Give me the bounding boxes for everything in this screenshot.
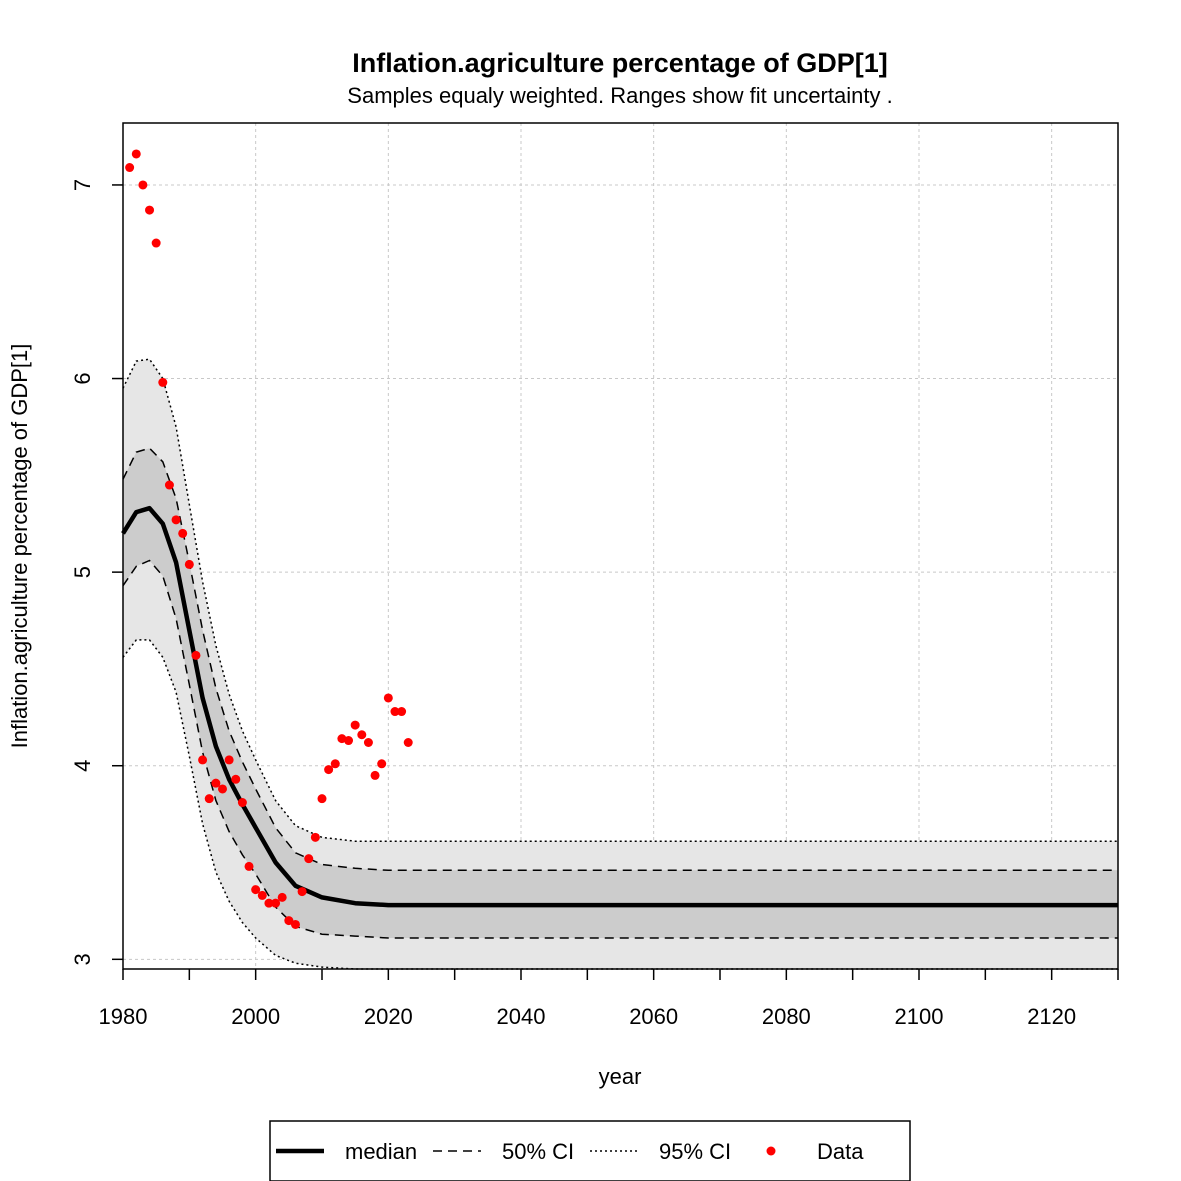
legend-ci50-label: 50% CI bbox=[502, 1139, 574, 1164]
data-point bbox=[158, 377, 168, 387]
data-point bbox=[290, 919, 300, 929]
y-tick-label: 5 bbox=[70, 566, 95, 578]
legend-data-swatch bbox=[766, 1146, 776, 1156]
data-points bbox=[125, 149, 413, 929]
legend-data-label: Data bbox=[817, 1139, 864, 1164]
x-tick-label: 2060 bbox=[629, 1004, 678, 1029]
y-axis: 3 4 5 6 7 bbox=[70, 179, 123, 965]
ci95-upper-line bbox=[122, 358, 1118, 842]
data-point bbox=[244, 861, 254, 871]
data-point bbox=[171, 515, 181, 525]
data-point bbox=[397, 707, 407, 717]
data-point bbox=[271, 898, 281, 908]
median-line bbox=[121, 505, 1118, 908]
chart-title: Inflation.agriculture percentage of GDP[… bbox=[352, 48, 888, 78]
data-point bbox=[324, 765, 334, 775]
data-point bbox=[317, 794, 327, 804]
legend-median-label: median bbox=[345, 1139, 417, 1164]
data-point bbox=[310, 832, 320, 842]
data-point bbox=[264, 898, 274, 908]
data-point bbox=[297, 887, 307, 897]
y-tick-label: 3 bbox=[70, 953, 95, 965]
x-axis-label: year bbox=[599, 1064, 642, 1089]
data-point bbox=[191, 650, 201, 660]
data-point bbox=[377, 759, 387, 769]
data-point bbox=[231, 774, 241, 784]
legend: median 50% CI 95% CI Data bbox=[269, 1120, 911, 1181]
x-tick-label: 2020 bbox=[364, 1004, 413, 1029]
data-point bbox=[383, 693, 393, 703]
data-point bbox=[184, 559, 194, 569]
y-tick-label: 4 bbox=[70, 760, 95, 772]
data-point bbox=[370, 770, 380, 780]
x-tick-label: 1980 bbox=[99, 1004, 148, 1029]
y-axis-label: Inflation.agriculture percentage of GDP[… bbox=[7, 344, 32, 749]
x-axis: 1980 2000 2020 2040 2060 2080 2100 2120 bbox=[99, 969, 1119, 1029]
x-tick-label: 2080 bbox=[762, 1004, 811, 1029]
y-tick-label: 6 bbox=[70, 372, 95, 384]
data-point bbox=[344, 736, 354, 746]
ci50-upper-line bbox=[122, 447, 1118, 872]
x-tick-label: 2100 bbox=[895, 1004, 944, 1029]
x-tick-label: 2000 bbox=[231, 1004, 280, 1029]
data-point bbox=[357, 730, 367, 740]
ci50-band bbox=[123, 448, 1118, 938]
grid bbox=[122, 123, 1118, 969]
chart-subtitle: Samples equaly weighted. Ranges show fit… bbox=[347, 83, 892, 108]
data-point bbox=[284, 916, 294, 926]
x-tick-label: 2120 bbox=[1027, 1004, 1076, 1029]
data-point bbox=[277, 892, 287, 902]
legend-ci95-label: 95% CI bbox=[659, 1139, 731, 1164]
data-point bbox=[237, 798, 247, 808]
data-point bbox=[330, 759, 340, 769]
data-point bbox=[403, 737, 413, 747]
data-point bbox=[204, 794, 214, 804]
data-point bbox=[218, 784, 227, 794]
x-tick-label: 2040 bbox=[497, 1004, 546, 1029]
data-point bbox=[350, 720, 360, 730]
data-point bbox=[151, 238, 161, 248]
data-point bbox=[363, 737, 373, 747]
data-point bbox=[224, 755, 234, 765]
data-point bbox=[211, 778, 221, 788]
data-point bbox=[390, 707, 400, 717]
data-point bbox=[164, 480, 174, 490]
data-point bbox=[304, 854, 314, 864]
data-point bbox=[251, 885, 261, 895]
data-point bbox=[131, 149, 141, 159]
data-point bbox=[198, 755, 208, 765]
ci95-lower-line bbox=[122, 639, 1118, 970]
ci-bands bbox=[123, 359, 1118, 969]
data-point bbox=[125, 163, 135, 173]
data-point bbox=[257, 890, 267, 900]
data-point bbox=[138, 180, 148, 190]
data-point bbox=[145, 205, 155, 215]
data-point bbox=[178, 528, 188, 538]
y-tick-label: 7 bbox=[70, 179, 95, 191]
plot-frame bbox=[122, 122, 1119, 970]
